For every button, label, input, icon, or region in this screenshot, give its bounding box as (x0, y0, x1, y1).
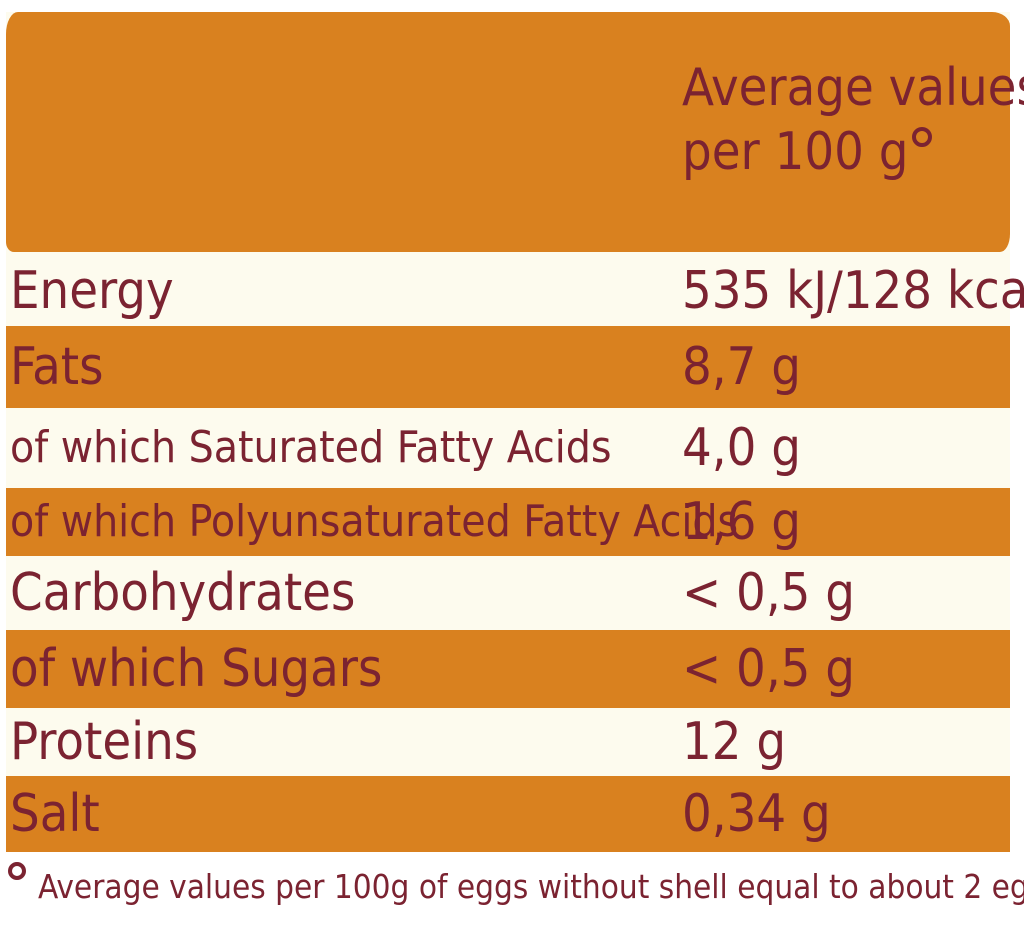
row-label: Salt (10, 784, 100, 844)
degree-mark-icon (912, 127, 933, 147)
header-line-2: per 100 g (682, 120, 1024, 184)
degree-mark-icon (8, 862, 26, 880)
row-label: Energy (10, 261, 174, 321)
footnote-text: Average values per 100g of eggs without … (38, 867, 1024, 906)
table-row-saturated-fatty-acids: of which Saturated Fatty Acids 4,0 g (6, 408, 1010, 488)
row-value: 0,34 g (682, 784, 831, 844)
row-value: 12 g (682, 712, 787, 772)
table-row-polyunsaturated-fatty-acids: of which Polyunsaturated Fatty Acids 1,6… (6, 488, 1010, 556)
table-row-sugars: of which Sugars < 0,5 g (6, 630, 1010, 708)
header-band (6, 12, 1010, 252)
table-row-carbohydrates: Carbohydrates < 0,5 g (6, 556, 1010, 630)
row-label: Fats (10, 337, 104, 397)
row-label: Carbohydrates (10, 563, 356, 623)
row-value: 4,0 g (682, 418, 801, 478)
row-value: 1,6 g (682, 492, 801, 552)
table-row-fats: Fats 8,7 g (6, 326, 1010, 408)
row-value: < 0,5 g (682, 563, 855, 623)
table-row-salt: Salt 0,34 g (6, 776, 1010, 852)
row-label: Proteins (10, 712, 199, 772)
row-label: of which Saturated Fatty Acids (10, 422, 612, 473)
footnote: Average values per 100g of eggs without … (8, 862, 1024, 909)
row-label: of which Polyunsaturated Fatty Acids (10, 496, 739, 547)
header-line-2-text: per 100 g (682, 122, 909, 182)
table-row-proteins: Proteins 12 g (6, 708, 1010, 776)
header-title: Average values per 100 g (682, 56, 1024, 184)
row-label: of which Sugars (10, 639, 383, 699)
header-line-1: Average values (682, 58, 1024, 118)
table-row-energy: Energy 535 kJ/128 kcal (6, 256, 1024, 326)
row-value: 8,7 g (682, 337, 801, 397)
row-value: < 0,5 g (682, 639, 855, 699)
row-value: 535 kJ/128 kcal (682, 261, 1024, 321)
nutrition-table: Average values per 100 g Energy 535 kJ/1… (6, 12, 1024, 852)
